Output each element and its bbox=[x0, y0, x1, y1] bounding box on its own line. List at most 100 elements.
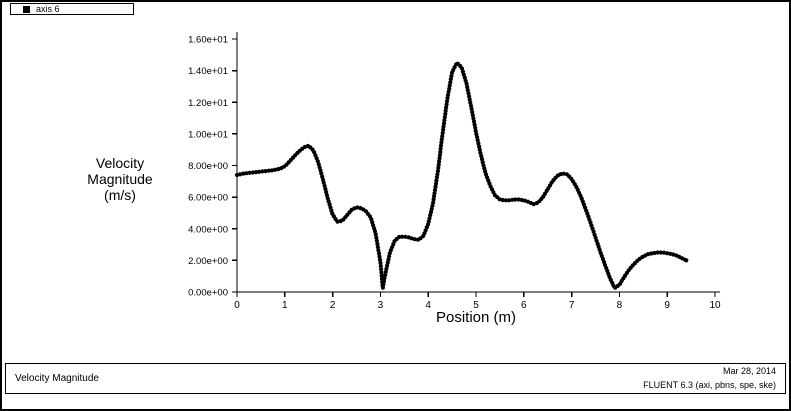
series-marker bbox=[383, 273, 388, 278]
y-tick-label: 2.00e+00 bbox=[188, 256, 228, 267]
series-marker bbox=[379, 267, 384, 272]
series-marker bbox=[385, 263, 390, 268]
series-marker bbox=[431, 200, 436, 205]
series-marker bbox=[500, 197, 505, 203]
y-tick-label: 6.00e+00 bbox=[188, 193, 228, 204]
series-marker bbox=[507, 198, 512, 203]
series-marker bbox=[443, 111, 448, 117]
y-tick-label: 0.00e+00 bbox=[188, 288, 228, 299]
series-marker bbox=[377, 254, 382, 259]
x-tick-label: 8 bbox=[617, 300, 623, 311]
y-tick-label: 8.00e+00 bbox=[188, 161, 228, 172]
series-marker bbox=[655, 250, 660, 255]
series-marker bbox=[438, 146, 443, 151]
y-tick-label: 1.60e+01 bbox=[188, 35, 228, 46]
series-marker bbox=[473, 125, 478, 130]
series-marker bbox=[434, 178, 439, 183]
series-marker bbox=[513, 197, 518, 202]
series-marker bbox=[441, 124, 446, 129]
series-marker bbox=[434, 175, 439, 180]
y-tick-label: 1.00e+01 bbox=[188, 129, 228, 140]
series-marker bbox=[469, 106, 474, 111]
series-marker bbox=[465, 88, 470, 93]
series-marker bbox=[433, 181, 439, 186]
series-marker bbox=[247, 170, 252, 175]
series-marker bbox=[447, 86, 452, 91]
x-tick-label: 3 bbox=[378, 300, 384, 311]
series-marker bbox=[445, 96, 450, 101]
series-marker bbox=[439, 140, 444, 145]
series-marker bbox=[379, 270, 384, 275]
series-marker bbox=[381, 279, 387, 284]
series-marker bbox=[436, 162, 441, 167]
series-marker bbox=[377, 257, 383, 262]
series-marker bbox=[652, 250, 657, 256]
footer-info: Mar 28, 2014 FLUENT 6.3 (axi, pbns, spe,… bbox=[643, 365, 776, 391]
series-marker bbox=[444, 99, 450, 104]
series-marker bbox=[442, 115, 447, 120]
x-tick-label: 4 bbox=[425, 300, 431, 311]
series-marker bbox=[379, 273, 384, 278]
x-tick-label: 7 bbox=[569, 300, 575, 311]
series-marker bbox=[433, 184, 438, 189]
y-axis-title-line1: Velocity bbox=[95, 155, 145, 171]
series-marker bbox=[397, 234, 402, 240]
series-marker bbox=[444, 102, 449, 107]
series-marker bbox=[516, 197, 521, 202]
series-marker-icon bbox=[23, 5, 30, 13]
series-label: axis 6 bbox=[36, 3, 60, 14]
series-marker bbox=[658, 250, 663, 255]
series-marker bbox=[445, 92, 451, 98]
x-tick-label: 10 bbox=[709, 300, 721, 311]
series-marker bbox=[376, 251, 382, 256]
legend: axis 6 bbox=[10, 3, 134, 15]
series-marker bbox=[442, 118, 447, 123]
series-curve bbox=[234, 61, 689, 290]
series-marker bbox=[260, 169, 265, 174]
x-tick-label: 5 bbox=[473, 300, 479, 311]
series-marker bbox=[436, 165, 441, 170]
series-marker bbox=[375, 241, 380, 247]
series-marker bbox=[378, 260, 383, 265]
footer-app-version: FLUENT 6.3 (axi, pbns, spe, ske) bbox=[643, 379, 776, 390]
series-marker bbox=[250, 170, 255, 175]
series-marker bbox=[257, 169, 262, 174]
y-axis-title-line3: (m/s) bbox=[104, 186, 136, 203]
series-marker bbox=[503, 198, 508, 203]
series-marker bbox=[373, 232, 378, 237]
series-marker bbox=[376, 248, 381, 253]
series-marker bbox=[438, 150, 443, 155]
series-marker bbox=[437, 159, 442, 164]
series-marker bbox=[441, 121, 447, 126]
series-marker bbox=[440, 130, 445, 136]
y-axis-title: Velocity Magnitude (m/s) bbox=[54, 155, 186, 204]
series-marker bbox=[403, 234, 408, 239]
series-marker bbox=[335, 219, 340, 224]
plot-title: Velocity Magnitude bbox=[15, 373, 99, 384]
y-tick-label: 1.20e+01 bbox=[188, 98, 228, 109]
series-marker bbox=[263, 169, 268, 174]
series-marker bbox=[412, 237, 417, 242]
series-marker bbox=[253, 170, 259, 175]
series-marker bbox=[435, 172, 440, 177]
axes bbox=[232, 32, 720, 297]
series-marker bbox=[464, 81, 469, 86]
series-marker bbox=[684, 258, 689, 263]
x-tick-label: 0 bbox=[234, 300, 240, 311]
series-marker bbox=[649, 251, 654, 256]
series-marker bbox=[426, 219, 431, 224]
tick-labels: 0.00e+00 2.00e+00 4.00e+00 6.00e+00 8.00e+00… bbox=[188, 35, 721, 312]
series-marker bbox=[471, 119, 477, 124]
series-marker bbox=[475, 138, 480, 143]
series-marker bbox=[661, 250, 667, 255]
series-marker bbox=[431, 197, 436, 202]
footer-date: Mar 28, 2014 bbox=[722, 366, 776, 377]
x-tick-label: 1 bbox=[282, 300, 288, 311]
series-marker bbox=[244, 171, 249, 176]
x-tick-label: 2 bbox=[330, 300, 336, 311]
caption-bar: Velocity Magnitude Mar 28, 2014 FLUENT 6… bbox=[5, 363, 786, 394]
y-tick-label: 4.00e+00 bbox=[188, 224, 228, 235]
series-marker bbox=[380, 285, 385, 290]
